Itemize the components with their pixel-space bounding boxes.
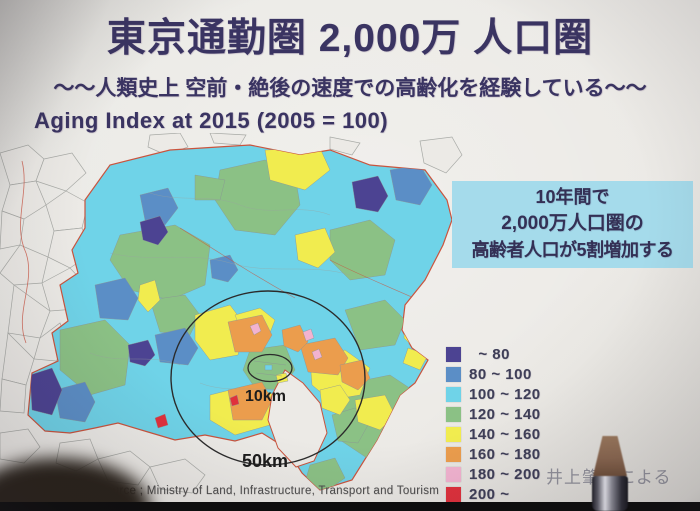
circle-10km	[247, 353, 293, 383]
legend-row: ~ 80	[446, 344, 541, 364]
circle-50km	[170, 290, 366, 466]
legend-label: 160 ~ 180	[469, 445, 541, 463]
callout-line-2: 2,000万人口圏の	[501, 213, 644, 235]
source-note: Source ; Ministry of Land, Infrastructur…	[98, 485, 440, 497]
municipality-patches	[29, 147, 450, 490]
legend-label: 180 ~ 200	[469, 465, 541, 483]
legend-swatch	[446, 446, 461, 462]
bottle-cap	[593, 436, 627, 476]
photo-bottom-edge	[0, 502, 700, 511]
legend-swatch	[446, 466, 461, 482]
legend-swatch	[446, 486, 461, 502]
aging-index-heading: Aging Index at 2015 (2005 = 100)	[34, 108, 389, 133]
legend-row: 120 ~ 140	[446, 404, 541, 424]
callout-box: 10年間で 2,000万人口圏の 高齢者人口が5割増加する	[452, 181, 693, 268]
tokyo-bay	[267, 369, 328, 468]
legend-row: 140 ~ 160	[446, 424, 541, 444]
legend-row: 160 ~ 180	[446, 444, 541, 464]
legend-row: 100 ~ 120	[446, 384, 541, 404]
legend-label: 80 ~ 100	[469, 365, 532, 383]
label-10km: 10km	[245, 388, 286, 405]
foreground-bottle-object	[589, 436, 631, 511]
legend-row: 180 ~ 200	[446, 464, 541, 484]
callout-line-3: 高齢者人口が5割増加する	[471, 239, 674, 260]
legend-swatch	[446, 426, 461, 442]
legend-label: 120 ~ 140	[469, 405, 541, 423]
bottle-body	[592, 476, 628, 511]
legend-label: ~ 80	[469, 345, 510, 363]
legend-label: 100 ~ 120	[469, 385, 541, 403]
legend-swatch	[446, 386, 461, 402]
legend-label: 140 ~ 160	[469, 425, 541, 443]
legend: ~ 80 80 ~ 100 100 ~ 120 120 ~ 140 140 ~ 160 1…	[446, 344, 541, 504]
legend-row: 200 ~	[446, 484, 541, 504]
legend-swatch	[446, 406, 461, 422]
kanto-choropleth-map: 10km 50km	[0, 132, 470, 505]
legend-label: 200 ~	[469, 485, 510, 503]
legend-row: 80 ~ 100	[446, 364, 541, 384]
map-svg: 10km 50km	[0, 132, 463, 494]
legend-swatch	[446, 366, 461, 382]
callout-line-1: 10年間で	[535, 187, 610, 208]
slide-subtitle: ～～人類史上 空前・絶後の速度での高齢化を経験している～～	[53, 77, 647, 100]
legend-swatch	[446, 346, 461, 362]
slide-title: 東京通勤圏 2,000万 人口圏	[106, 17, 594, 60]
label-50km: 50km	[242, 451, 288, 471]
